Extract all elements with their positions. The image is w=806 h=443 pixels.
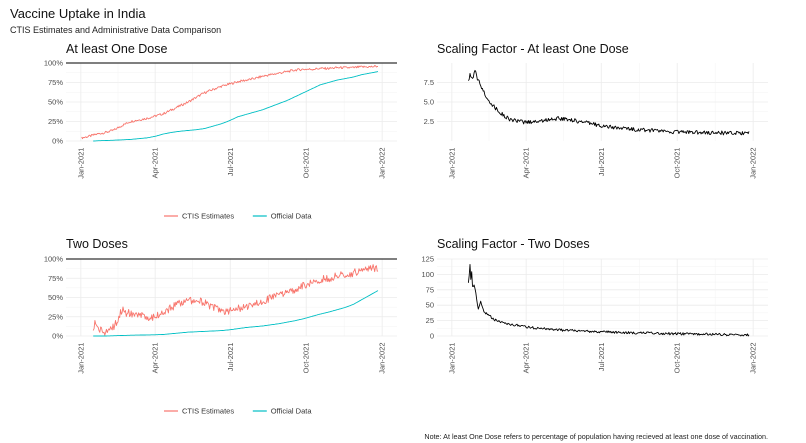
x-tick-label: Jan-2021 xyxy=(447,343,456,374)
x-tick-label: Jan-2021 xyxy=(76,148,85,179)
y-tick-label: 100% xyxy=(44,59,64,68)
legend-label: CTIS Estimates xyxy=(182,407,234,416)
y-tick-label: 0% xyxy=(52,137,63,146)
legend: CTIS Estimates Official Data xyxy=(164,212,312,221)
panel-3: Two Doses 0% 25% 50% 75% 100% Jan-2021 Apr-2021… xyxy=(44,237,397,416)
x-tick-label: Apr-2021 xyxy=(151,148,160,179)
series-line-official-data xyxy=(93,71,379,142)
panel-4: Scaling Factor - Two Doses 0 25 50 75 100 125 J… xyxy=(421,237,768,374)
y-tick-label: 50% xyxy=(48,293,63,302)
y-tick-label: 75% xyxy=(48,274,63,283)
series-line-ctis-estimates xyxy=(92,264,379,336)
y-tick-label: 25% xyxy=(48,312,63,321)
y-tick-label: 5.0 xyxy=(424,98,434,107)
y-tick-label: 100 xyxy=(421,270,434,279)
x-tick-label: Jul-2021 xyxy=(226,343,235,372)
y-tick-label: 2.5 xyxy=(424,117,434,126)
x-tick-label: Jan-2022 xyxy=(378,148,387,179)
series-line-scaling-factor xyxy=(467,264,750,337)
panel-1: At least One Dose 0% 25% 50% 75% 100% Jan-2021… xyxy=(44,42,397,221)
y-tick-label: 0 xyxy=(430,332,434,341)
x-tick-label: Oct-2021 xyxy=(673,148,682,179)
panel-title: Two Doses xyxy=(66,237,128,251)
y-tick-label: 75 xyxy=(426,285,434,294)
legend-label: CTIS Estimates xyxy=(182,212,234,221)
x-tick-label: Jan-2021 xyxy=(76,343,85,374)
x-tick-label: Jul-2021 xyxy=(597,148,606,177)
x-tick-label: Jul-2021 xyxy=(597,343,606,372)
x-tick-label: Oct-2021 xyxy=(673,343,682,374)
figure-note: Note: At least One Dose refers to percen… xyxy=(424,432,768,441)
y-tick-label: 50% xyxy=(48,98,63,107)
x-tick-label: Jan-2022 xyxy=(378,343,387,374)
series-line-official-data xyxy=(93,290,379,337)
x-tick-label: Jan-2022 xyxy=(749,148,758,179)
x-tick-label: Jan-2021 xyxy=(447,148,456,179)
figure-subtitle: CTIS Estimates and Administrative Data C… xyxy=(10,25,221,35)
x-tick-label: Oct-2021 xyxy=(302,343,311,374)
panel-title: Scaling Factor - Two Doses xyxy=(437,237,590,251)
panel-title: Scaling Factor - At least One Dose xyxy=(437,42,629,56)
y-tick-label: 75% xyxy=(48,78,63,87)
panel-title: At least One Dose xyxy=(66,42,167,56)
figure-title: Vaccine Uptake in India xyxy=(10,6,146,21)
y-tick-label: 7.5 xyxy=(424,78,434,87)
x-tick-label: Jul-2021 xyxy=(226,148,235,177)
x-tick-label: Oct-2021 xyxy=(302,148,311,179)
x-tick-label: Apr-2021 xyxy=(522,343,531,374)
x-tick-label: Apr-2021 xyxy=(522,148,531,179)
panel-2: Scaling Factor - At least One Dose 2.5 5.0… xyxy=(424,42,768,179)
x-tick-label: Jan-2022 xyxy=(749,343,758,374)
y-tick-label: 125 xyxy=(421,255,434,264)
y-tick-label: 50 xyxy=(426,301,434,310)
y-tick-label: 0% xyxy=(52,332,63,341)
legend-label: Official Data xyxy=(271,212,313,221)
legend-label: Official Data xyxy=(271,407,313,416)
series-line-ctis-estimates xyxy=(81,65,379,140)
legend: CTIS Estimates Official Data xyxy=(164,407,312,416)
y-tick-label: 25 xyxy=(426,316,434,325)
series-line-scaling-factor xyxy=(468,69,750,136)
x-tick-label: Apr-2021 xyxy=(151,343,160,374)
chart-panels: At least One Dose 0% 25% 50% 75% 100% Jan-2021… xyxy=(44,42,768,416)
y-tick-label: 25% xyxy=(48,117,63,126)
y-tick-label: 100% xyxy=(44,255,64,264)
